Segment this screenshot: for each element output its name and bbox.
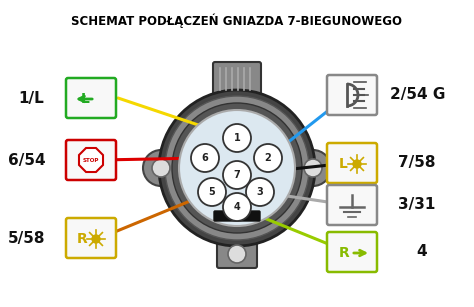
FancyBboxPatch shape xyxy=(66,140,116,180)
Text: 1: 1 xyxy=(234,133,240,143)
Circle shape xyxy=(179,110,295,226)
FancyBboxPatch shape xyxy=(327,185,377,225)
Circle shape xyxy=(228,245,246,263)
Text: 7: 7 xyxy=(234,170,240,180)
Circle shape xyxy=(223,161,251,189)
FancyBboxPatch shape xyxy=(214,211,260,221)
FancyBboxPatch shape xyxy=(327,232,377,272)
Text: 5/58: 5/58 xyxy=(8,231,46,246)
FancyBboxPatch shape xyxy=(327,143,377,183)
Text: R: R xyxy=(338,246,349,260)
Text: 3: 3 xyxy=(256,187,264,197)
Text: STOP: STOP xyxy=(83,157,99,162)
Circle shape xyxy=(304,159,322,177)
Text: 5: 5 xyxy=(209,187,215,197)
Text: 3/31: 3/31 xyxy=(398,197,436,212)
Polygon shape xyxy=(79,148,103,172)
Circle shape xyxy=(223,124,251,152)
Text: 6: 6 xyxy=(201,153,209,163)
Text: 4: 4 xyxy=(416,244,427,259)
Circle shape xyxy=(295,150,331,186)
Text: 6/54: 6/54 xyxy=(8,153,46,168)
FancyBboxPatch shape xyxy=(213,62,261,96)
Circle shape xyxy=(143,150,179,186)
Circle shape xyxy=(92,235,100,243)
FancyBboxPatch shape xyxy=(66,218,116,258)
Circle shape xyxy=(254,144,282,172)
Circle shape xyxy=(246,178,274,206)
Circle shape xyxy=(165,96,309,240)
Circle shape xyxy=(152,159,170,177)
FancyBboxPatch shape xyxy=(217,238,257,268)
Text: 2: 2 xyxy=(264,153,272,163)
FancyBboxPatch shape xyxy=(327,75,377,115)
Text: 1/L: 1/L xyxy=(18,91,44,106)
Circle shape xyxy=(191,144,219,172)
Text: 7/58: 7/58 xyxy=(398,156,436,170)
FancyBboxPatch shape xyxy=(66,78,116,118)
Circle shape xyxy=(159,90,315,246)
Text: R: R xyxy=(77,232,87,246)
Text: 2/54 G: 2/54 G xyxy=(390,87,446,103)
Circle shape xyxy=(353,160,361,168)
Text: 4: 4 xyxy=(234,202,240,212)
Circle shape xyxy=(223,193,251,221)
Circle shape xyxy=(172,103,302,233)
Text: L: L xyxy=(81,92,90,106)
Circle shape xyxy=(198,178,226,206)
Text: SCHEMAT PODŁĄCZEŃ GNIAZDA 7-BIEGUNOWEGO: SCHEMAT PODŁĄCZEŃ GNIAZDA 7-BIEGUNOWEGO xyxy=(72,14,402,29)
Text: L: L xyxy=(338,157,347,171)
